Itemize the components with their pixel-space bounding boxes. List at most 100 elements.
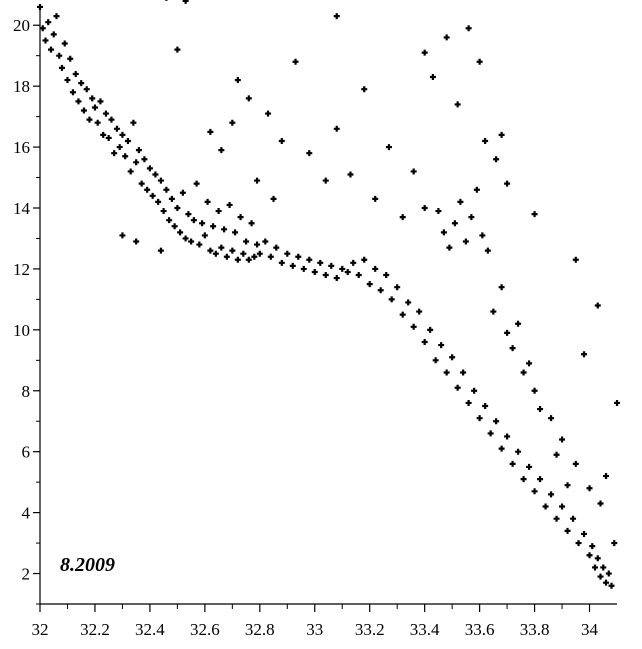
scatter-point — [251, 253, 258, 260]
scatter-point — [56, 52, 63, 59]
scatter-point — [157, 177, 164, 184]
scatter-point — [78, 80, 85, 87]
scatter-point — [479, 232, 486, 239]
scatter-point — [245, 256, 252, 263]
y-tick-label: 8 — [22, 382, 31, 401]
scatter-point — [520, 476, 527, 483]
scatter-point — [152, 171, 159, 178]
scatter-point — [586, 485, 593, 492]
scatter-point — [603, 473, 610, 480]
scatter-point — [72, 70, 79, 77]
scatter-point — [237, 214, 244, 221]
scatter-point — [531, 387, 538, 394]
scatter-point — [531, 488, 538, 495]
scatter-point — [498, 445, 505, 452]
scatter-point — [89, 95, 96, 102]
x-tick-label: 33.2 — [355, 620, 385, 639]
scatter-point — [245, 95, 252, 102]
scatter-point — [322, 177, 329, 184]
x-tick-label: 32.2 — [80, 620, 110, 639]
scatter-point — [37, 3, 43, 10]
x-tick-label: 33.8 — [520, 620, 550, 639]
scatter-point — [47, 46, 54, 53]
y-axis-ticks: 2 4 6 8 10 12 14 16 18 20 — [13, 16, 40, 605]
scatter-point — [487, 430, 494, 437]
y-tick-label: 12 — [13, 260, 30, 279]
scatter-point — [196, 241, 203, 248]
scatter-point — [262, 238, 269, 245]
scatter-point — [133, 238, 140, 245]
scatter-point — [440, 229, 447, 236]
scatter-point — [300, 265, 307, 272]
scatter-point — [141, 156, 148, 163]
scatter-point — [163, 186, 170, 193]
data-points — [37, 0, 620, 589]
scatter-point — [102, 110, 109, 117]
scatter-point — [86, 116, 93, 123]
chart-annotation: 8.2009 — [60, 554, 115, 576]
scatter-point — [69, 89, 76, 96]
scatter-point — [388, 296, 395, 303]
scatter-point — [564, 527, 571, 534]
scatter-point — [190, 217, 197, 224]
y-tick-label: 6 — [22, 443, 31, 462]
scatter-point — [548, 415, 555, 422]
x-tick-label: 33 — [306, 620, 323, 639]
scatter-point — [75, 98, 82, 105]
scatter-point — [490, 308, 497, 315]
scatter-point — [122, 153, 129, 160]
scatter-point — [605, 570, 612, 577]
scatter-point — [559, 503, 566, 510]
scatter-point — [597, 500, 604, 507]
scatter-point — [256, 250, 263, 257]
scatter-point — [64, 77, 71, 84]
scatter-point — [361, 86, 368, 93]
scatter-point — [594, 302, 601, 309]
scatter-point — [421, 205, 428, 211]
scatter-point — [421, 339, 428, 346]
scatter-point — [454, 101, 461, 108]
scatter-point — [133, 159, 140, 166]
x-tick-label: 32.6 — [190, 620, 220, 639]
scatter-point — [537, 476, 544, 483]
scatter-point — [116, 144, 123, 151]
scatter-point — [542, 503, 549, 510]
scatter-point — [515, 320, 522, 327]
scatter-point — [614, 399, 620, 406]
scatter-point — [581, 530, 588, 537]
scatter-point — [443, 34, 450, 41]
scatter-point — [603, 579, 610, 586]
scatter-point — [215, 208, 222, 215]
scatter-point — [339, 265, 346, 272]
scatter-point — [311, 268, 318, 275]
scatter-point — [94, 119, 101, 126]
scatter-point — [333, 275, 340, 282]
scatter-point — [193, 180, 200, 187]
scatter-point — [146, 165, 153, 172]
scatter-point — [254, 177, 261, 184]
scatter-point — [111, 150, 118, 157]
scatter-point — [165, 0, 168, 1]
scatter-point — [45, 19, 52, 26]
scatter-point — [443, 369, 450, 376]
scatter-point — [270, 195, 277, 202]
axes: 32 32.2 32.4 32.6 32.8 33 33.2 33.4 33.6 33.8 34 2… — [13, 10, 617, 639]
scatter-point — [201, 232, 208, 239]
scatter-point — [185, 211, 192, 218]
scatter-point — [449, 354, 456, 361]
scatter-point — [97, 98, 104, 105]
scatter-point — [179, 189, 186, 196]
scatter-point — [166, 217, 173, 224]
scatter-point — [498, 284, 505, 291]
scatter-point — [273, 244, 280, 251]
scatter-point — [50, 31, 57, 38]
scatter-point — [372, 265, 379, 272]
scatter-point — [221, 226, 228, 233]
scatter-point — [171, 223, 178, 230]
scatter-point — [589, 543, 596, 550]
scatter-point — [410, 323, 417, 330]
scatter-point — [572, 460, 579, 467]
scatter-point — [100, 131, 107, 138]
scatter-point — [182, 0, 189, 4]
scatter-point — [333, 125, 340, 132]
